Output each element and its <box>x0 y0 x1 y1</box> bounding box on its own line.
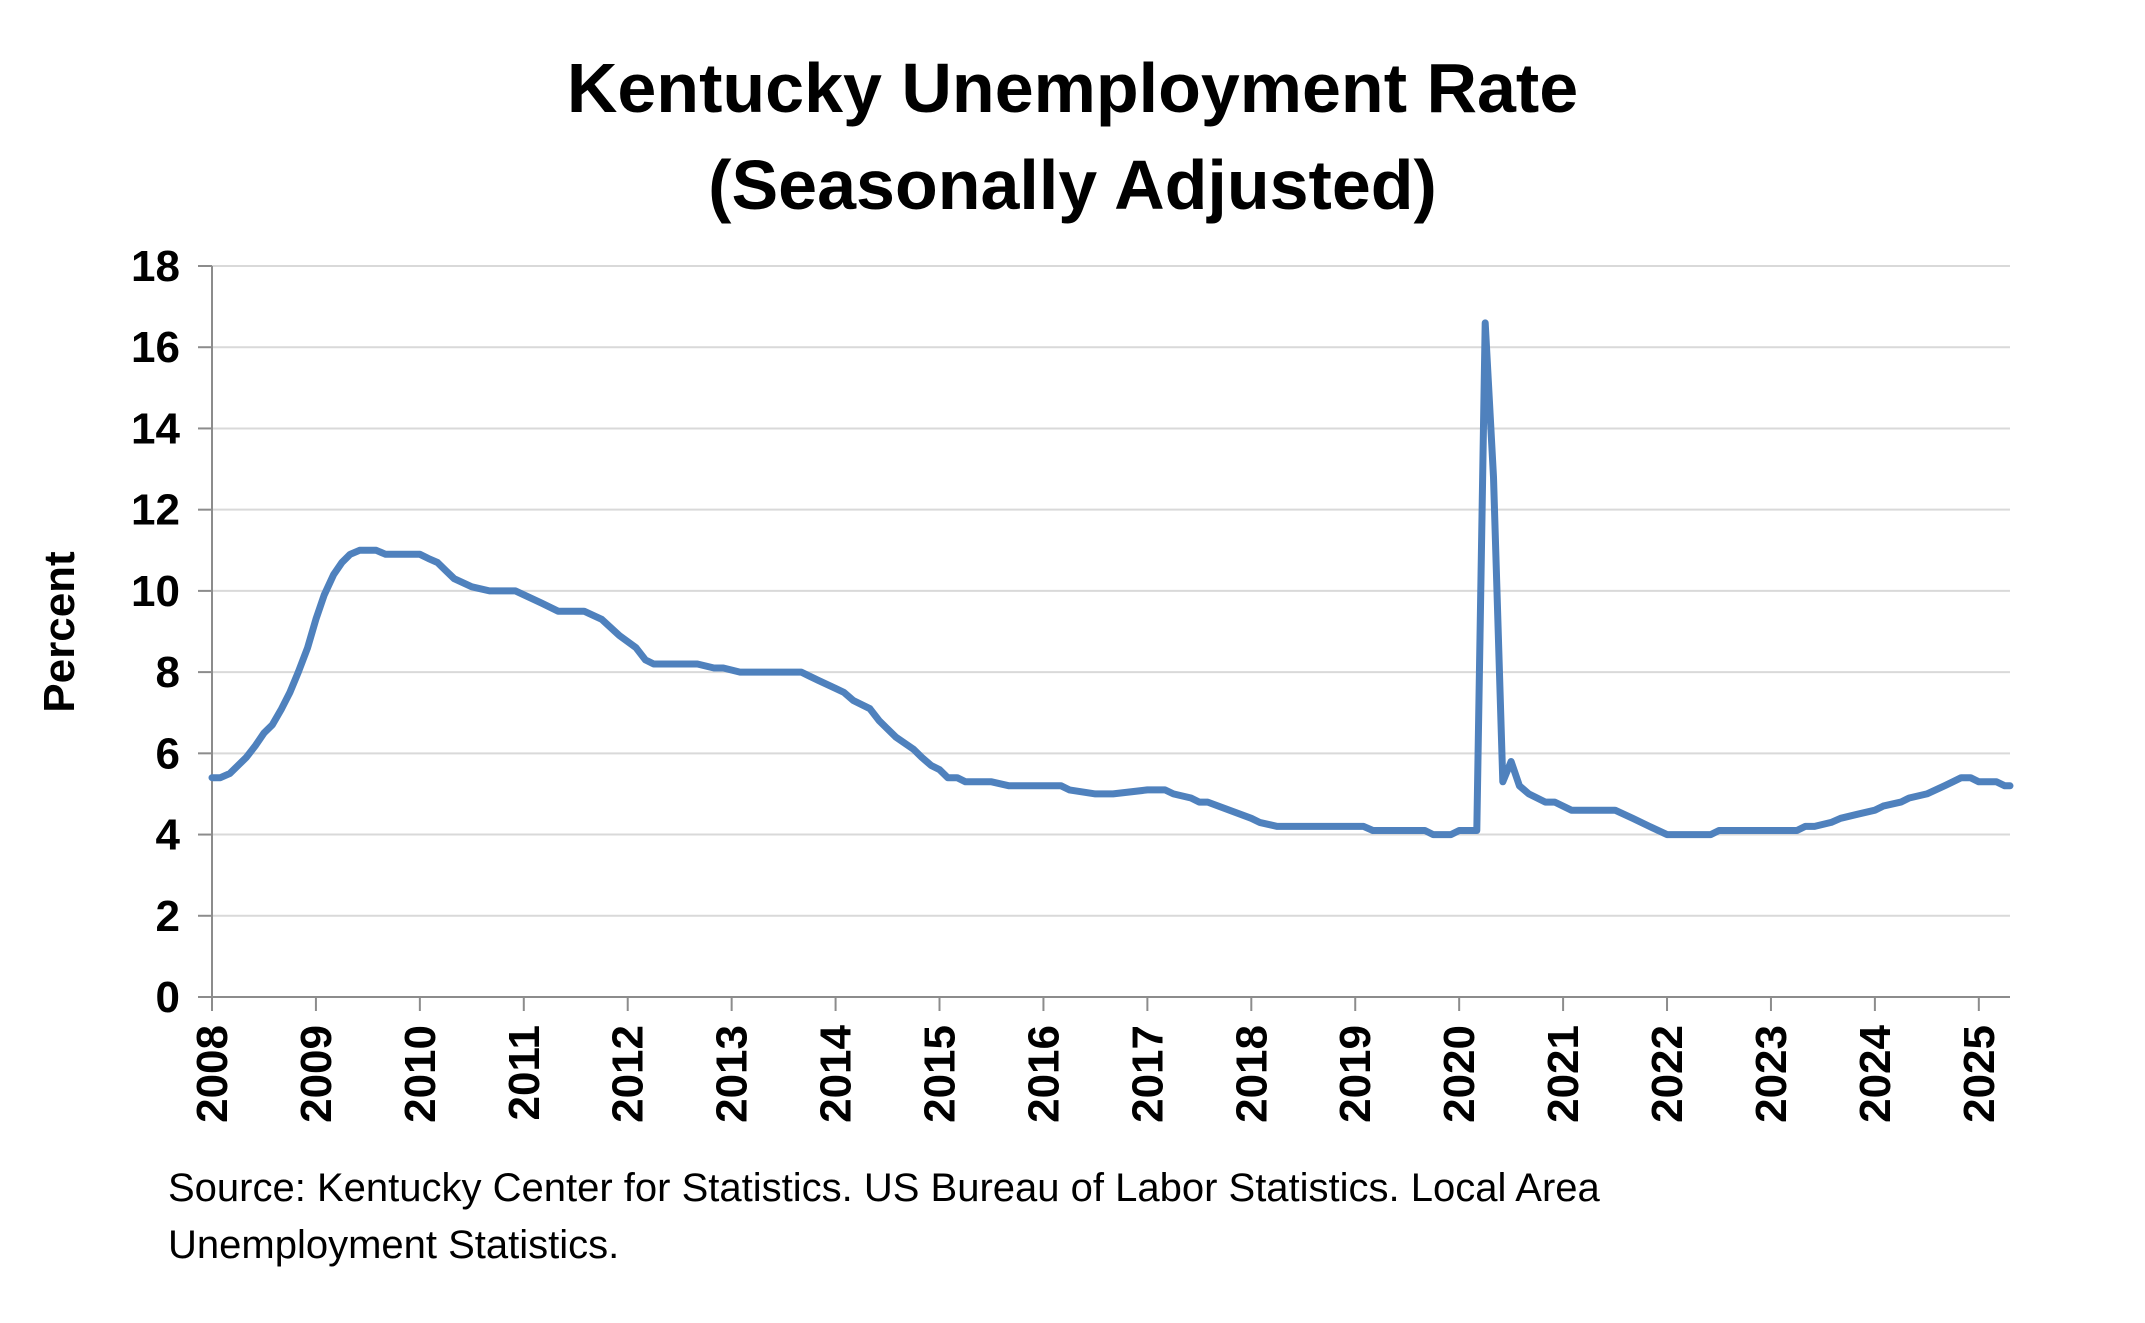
x-tick-label: 2014 <box>812 1024 861 1122</box>
x-tick-label: 2013 <box>708 1025 757 1123</box>
x-tick-label: 2009 <box>292 1025 341 1123</box>
y-axis-label: Percent <box>35 551 84 713</box>
axes <box>198 265 2010 1011</box>
y-tick-label: 2 <box>156 892 180 941</box>
x-tick-label: 2012 <box>604 1025 653 1123</box>
chart-title-line-1: Kentucky Unemployment Rate <box>566 49 1579 127</box>
y-tick-label: 0 <box>156 973 180 1022</box>
x-tick-label: 2015 <box>916 1025 965 1123</box>
y-axis-tick-labels: 0 2 4 6 8 10 12 14 16 18 <box>131 242 180 1022</box>
y-tick-label: 6 <box>156 729 180 778</box>
y-tick-label: 8 <box>156 648 180 697</box>
x-tick-label: 2024 <box>1851 1024 1900 1122</box>
x-tick-label: 2025 <box>1955 1025 2004 1123</box>
source-note-line-1: Source: Kentucky Center for Statistics. … <box>168 1166 1600 1210</box>
y-tick-label: 18 <box>131 242 180 291</box>
x-tick-label: 2010 <box>396 1025 445 1123</box>
y-tick-label: 10 <box>131 567 180 616</box>
x-tick-label: 2021 <box>1539 1025 1588 1123</box>
series-layer <box>208 319 2014 839</box>
x-tick-label: 2018 <box>1227 1025 1276 1123</box>
x-tick-label: 2008 <box>188 1025 237 1123</box>
x-tick-label: 2020 <box>1435 1025 1484 1123</box>
chart-title-line-2: (Seasonally Adjusted) <box>708 145 1437 224</box>
x-axis-tick-labels: 2008 2009 2010 2011 2012 2013 2014 2015 2016 2017… <box>188 1024 2004 1122</box>
x-tick-label: 2022 <box>1643 1025 1692 1123</box>
x-tick-label: 2011 <box>500 1025 549 1120</box>
y-tick-label: 14 <box>131 404 180 453</box>
x-tick-label: 2023 <box>1747 1025 1796 1123</box>
source-note: Source: Kentucky Center for Statistics. … <box>168 1160 1768 1274</box>
source-note-line-2: Unemployment Statistics. <box>168 1223 620 1267</box>
series-line-0 <box>208 319 2014 839</box>
y-tick-label: 16 <box>131 323 180 372</box>
y-tick-label: 12 <box>131 486 180 535</box>
chart-title: Kentucky Unemployment Rate (Seasonally A… <box>0 40 2145 233</box>
x-tick-label: 2017 <box>1123 1025 1172 1123</box>
x-tick-label: 2016 <box>1019 1025 1068 1123</box>
x-tick-label: 2019 <box>1331 1025 1380 1123</box>
y-tick-label: 4 <box>156 811 181 860</box>
